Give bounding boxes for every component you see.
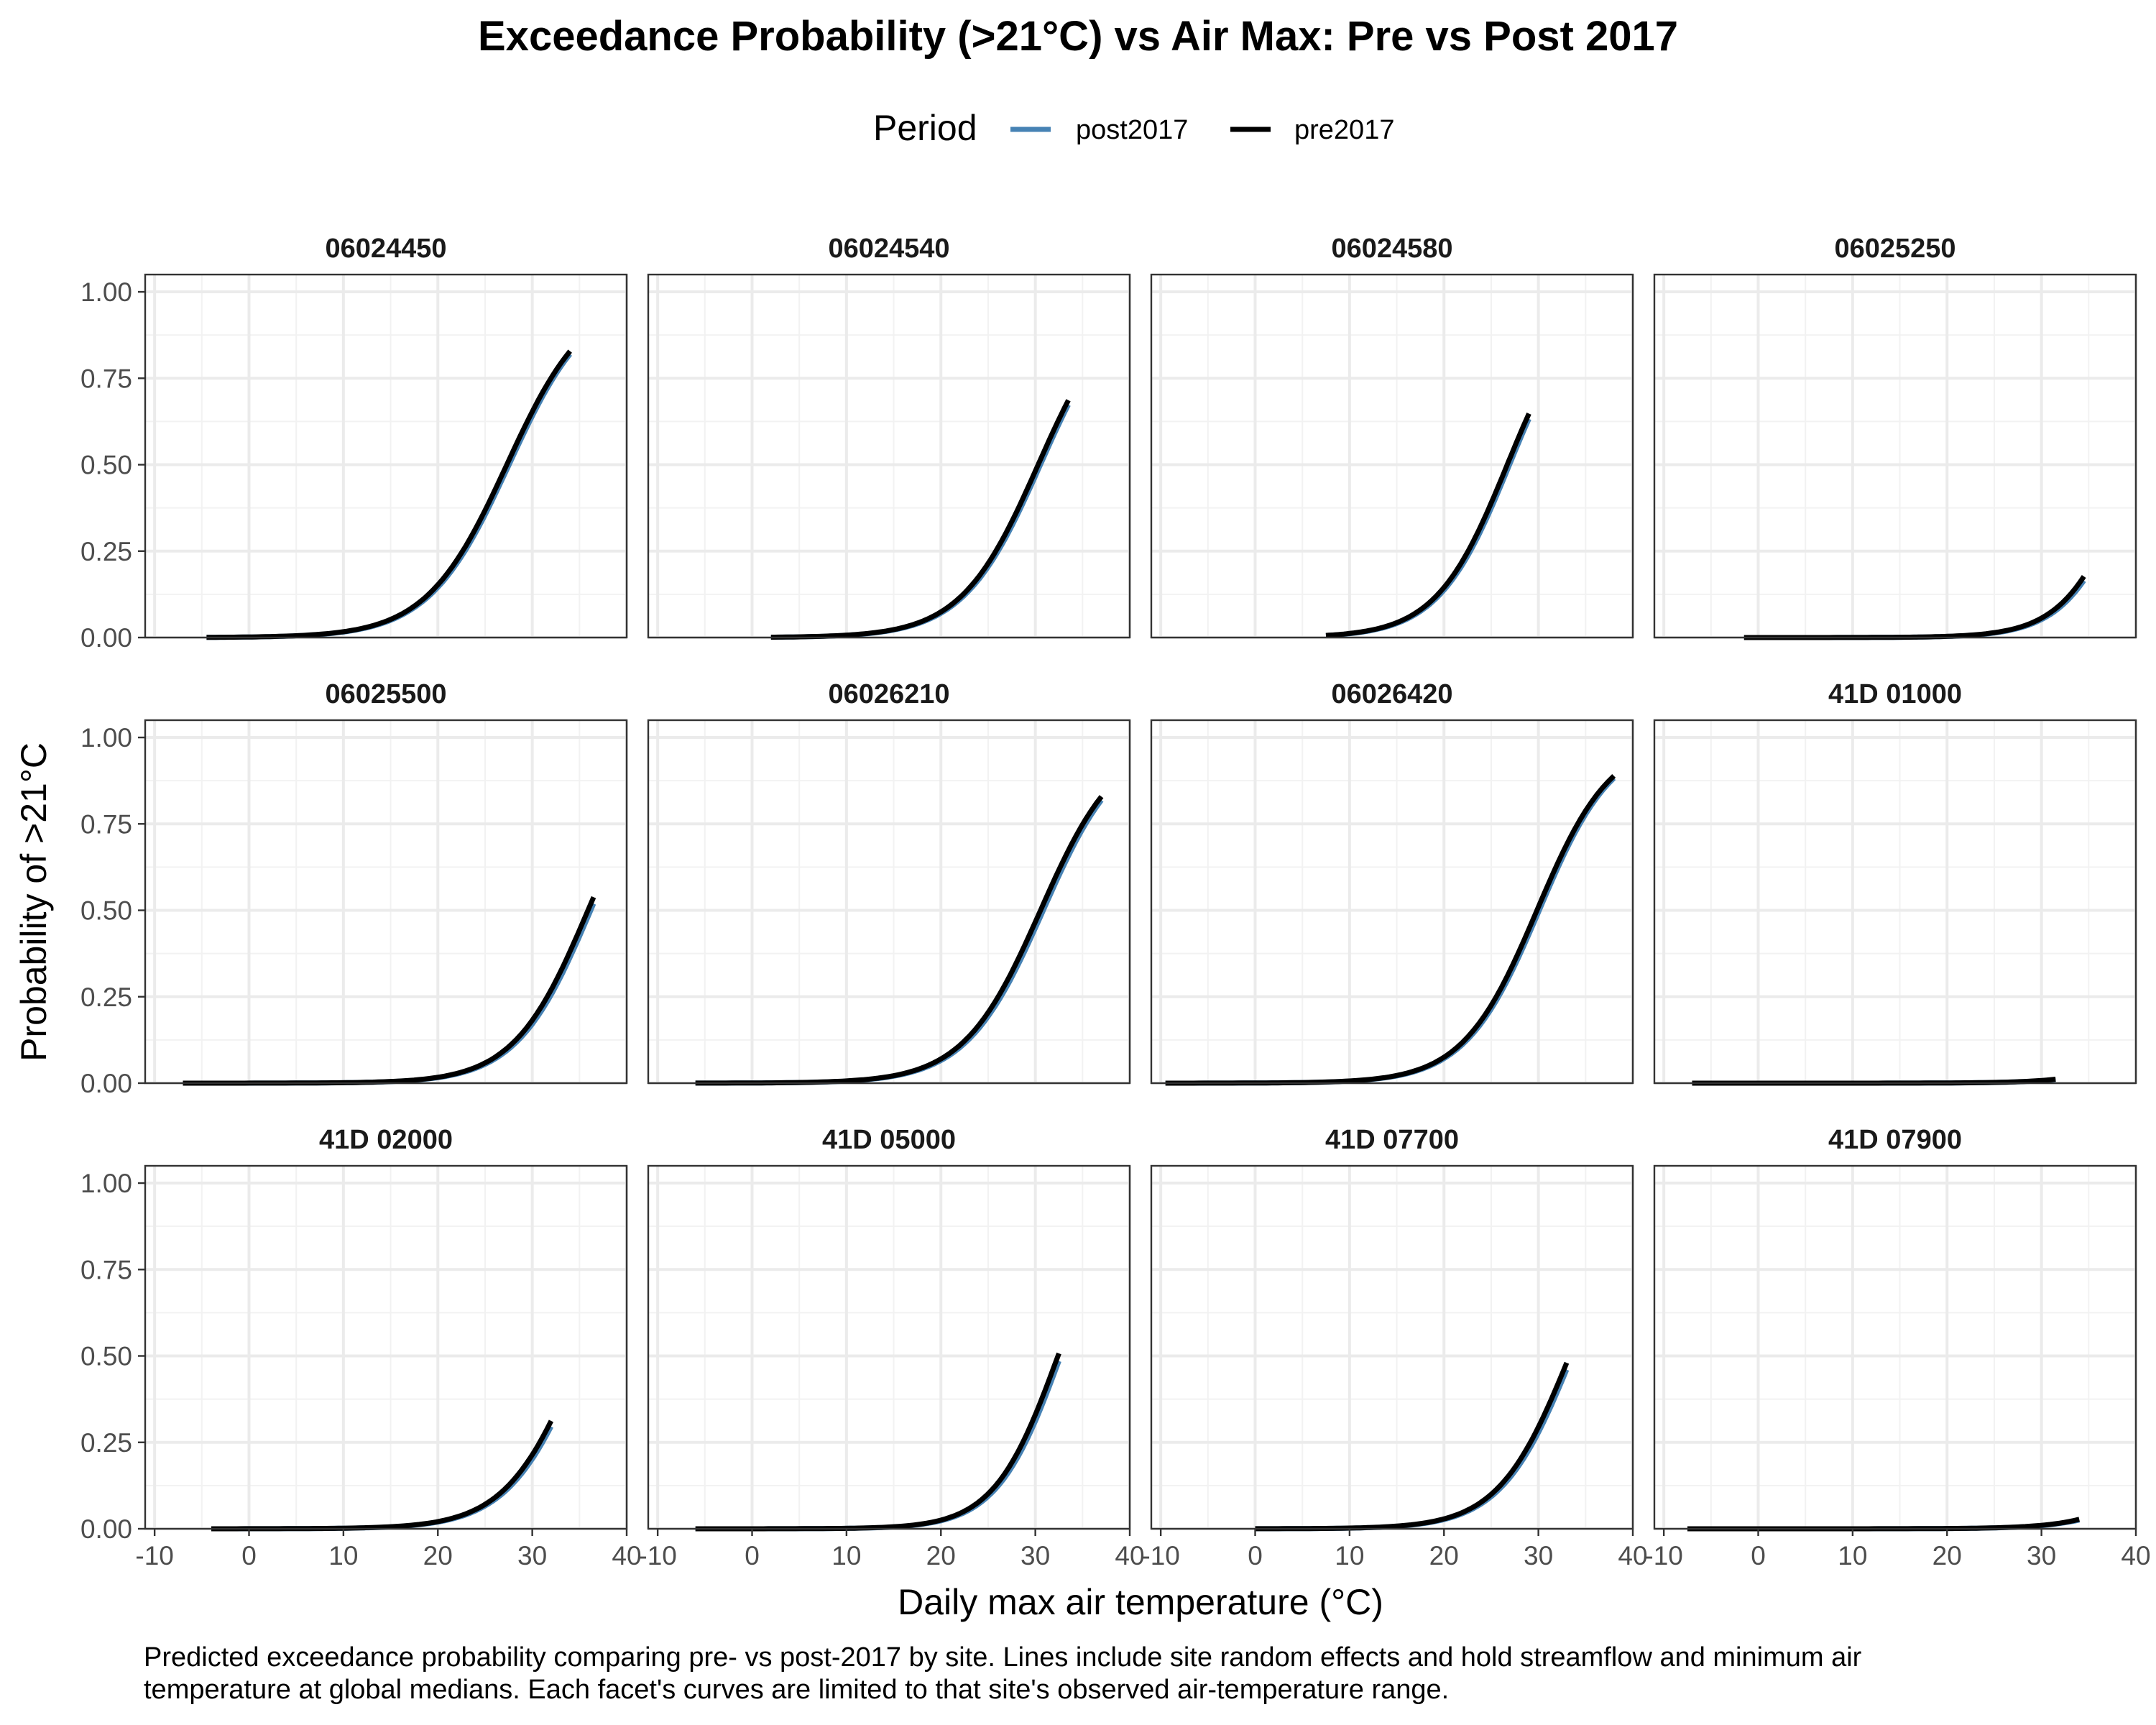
x-tick-label: -10 <box>1141 1541 1179 1570</box>
facet-41d-05000: 41D 05000 -10 0 10 20 30 40 <box>638 1125 1144 1570</box>
y-tick-label: 0.00 <box>80 623 132 653</box>
x-tick-label: 30 <box>1021 1541 1050 1570</box>
y-tick-label: 1.00 <box>80 723 132 753</box>
legend-label-post2017: post2017 <box>1076 115 1188 145</box>
x-tick-label: 0 <box>1248 1541 1263 1570</box>
x-tick-label: 20 <box>423 1541 453 1570</box>
facet-41d-07700: 41D 07700 -10 0 10 20 30 40 <box>1141 1125 1647 1570</box>
x-tick-label: 40 <box>1115 1541 1144 1570</box>
caption-line-2: temperature at global medians. Each face… <box>144 1675 1449 1705</box>
panel-border <box>647 1164 1131 1530</box>
facet-title-41d-07700: 41D 07700 <box>1325 1125 1459 1155</box>
x-tick-label: -10 <box>638 1541 676 1570</box>
panel-border <box>647 719 1131 1085</box>
facet-06025500: 06025500 0.00 0.25 0.50 0.75 1.00 <box>80 679 628 1098</box>
x-tick-label: 30 <box>1524 1541 1553 1570</box>
line-post2017-41d-05000 <box>695 1360 1061 1532</box>
y-tick-label: 0.00 <box>80 1514 132 1544</box>
panel-border <box>1150 1164 1634 1530</box>
x-tick-label: 30 <box>517 1541 547 1570</box>
facet-title-06025500: 06025500 <box>325 679 446 709</box>
panel-border <box>1150 719 1634 1085</box>
x-tick-label: 20 <box>1429 1541 1459 1570</box>
facet-title-41d-05000: 41D 05000 <box>822 1125 956 1155</box>
line-pre2017-06024580 <box>1325 412 1531 638</box>
facet-41d-02000: 41D 02000 0.00 0.25 0.50 0.75 1.00 -10 0 10 20 30 4… <box>80 1125 642 1570</box>
x-tick-label: 10 <box>831 1541 861 1570</box>
facet-title-06026420: 06026420 <box>1331 679 1452 709</box>
facet-06026420: 06026420 <box>1150 679 1634 1086</box>
y-tick-label: 0.25 <box>80 1428 132 1458</box>
legend-title: Period <box>873 108 977 148</box>
x-tick-label: 40 <box>2121 1541 2150 1570</box>
facet-title-06024450: 06024450 <box>325 234 446 264</box>
panel-border <box>1653 273 2137 639</box>
x-tick-label: 20 <box>926 1541 956 1570</box>
y-tick-label: 0.50 <box>80 1342 132 1371</box>
x-tick-label: 10 <box>1838 1541 1867 1570</box>
facet-title-06025250: 06025250 <box>1834 234 1955 264</box>
y-tick-label: 0.00 <box>80 1069 132 1098</box>
x-tick-label: 0 <box>241 1541 257 1570</box>
panel-border <box>647 273 1131 639</box>
y-tick-label: 0.25 <box>80 537 132 566</box>
panel-border <box>144 719 628 1085</box>
facet-41d-01000: 41D 01000 <box>1653 679 2137 1086</box>
legend: Period post2017 pre2017 <box>873 108 1394 148</box>
x-tick-label: -10 <box>1644 1541 1682 1570</box>
facet-title-41d-02000: 41D 02000 <box>319 1125 453 1155</box>
x-tick-label: 0 <box>1751 1541 1766 1570</box>
line-post2017-06024540 <box>770 403 1071 640</box>
line-post2017-06025250 <box>1743 579 2086 640</box>
facet-06025250: 06025250 <box>1653 234 2137 640</box>
x-tick-label: 10 <box>1335 1541 1364 1570</box>
x-tick-label: 30 <box>2027 1541 2056 1570</box>
panel-border <box>1653 1164 2137 1530</box>
facet-41d-07900: 41D 07900 -10 0 10 20 30 40 <box>1644 1125 2150 1570</box>
facet-panels: 06024450 0.00 0.25 0.50 0.75 1.00 06024540 0602… <box>80 234 2151 1570</box>
facet-06024540: 06024540 <box>647 234 1131 640</box>
y-tick-label: 1.00 <box>80 1169 132 1198</box>
panel-border <box>144 1164 628 1530</box>
line-pre2017-06025250 <box>1743 575 2086 640</box>
y-tick-label: 0.75 <box>80 809 132 839</box>
facet-title-41d-01000: 41D 01000 <box>1828 679 1962 709</box>
facet-title-06026210: 06026210 <box>828 679 949 709</box>
facet-title-06024540: 06024540 <box>828 234 949 264</box>
facet-06024580: 06024580 <box>1150 234 1634 639</box>
panel-border <box>1150 273 1634 639</box>
y-tick-label: 0.75 <box>80 1255 132 1284</box>
y-tick-label: 0.50 <box>80 896 132 926</box>
line-pre2017-06024540 <box>770 399 1071 640</box>
line-pre2017-41d-07900 <box>1687 1517 2081 1532</box>
caption-line-1: Predicted exceedance probability compari… <box>144 1642 1862 1673</box>
facet-06024450: 06024450 0.00 0.25 0.50 0.75 1.00 <box>80 234 628 653</box>
y-axis-title: Probability of >21°C <box>14 742 54 1062</box>
panel-border <box>1653 719 2137 1085</box>
line-pre2017-06026420 <box>1165 774 1616 1086</box>
legend-label-pre2017: pre2017 <box>1294 115 1394 145</box>
y-tick-label: 0.25 <box>80 983 132 1012</box>
y-tick-label: 1.00 <box>80 277 132 307</box>
x-tick-label: 40 <box>612 1541 641 1570</box>
y-tick-label: 0.75 <box>80 364 132 393</box>
facet-title-06024580: 06024580 <box>1331 234 1452 264</box>
facet-06026210: 06026210 <box>647 679 1131 1086</box>
line-pre2017-06024450 <box>206 349 572 640</box>
x-tick-label: 40 <box>1618 1541 1647 1570</box>
x-tick-label: 20 <box>1932 1541 1962 1570</box>
y-tick-label: 0.50 <box>80 451 132 480</box>
x-axis-title: Daily max air temperature (°C) <box>898 1582 1383 1622</box>
x-tick-label: 0 <box>745 1541 760 1570</box>
x-tick-label: 10 <box>328 1541 358 1570</box>
chart-title: Exceedance Probability (>21°C) vs Air Ma… <box>478 13 1678 60</box>
x-tick-label: -10 <box>135 1541 173 1570</box>
facet-title-41d-07900: 41D 07900 <box>1828 1125 1962 1155</box>
panel-border <box>144 273 628 639</box>
line-pre2017-41d-02000 <box>211 1420 554 1532</box>
